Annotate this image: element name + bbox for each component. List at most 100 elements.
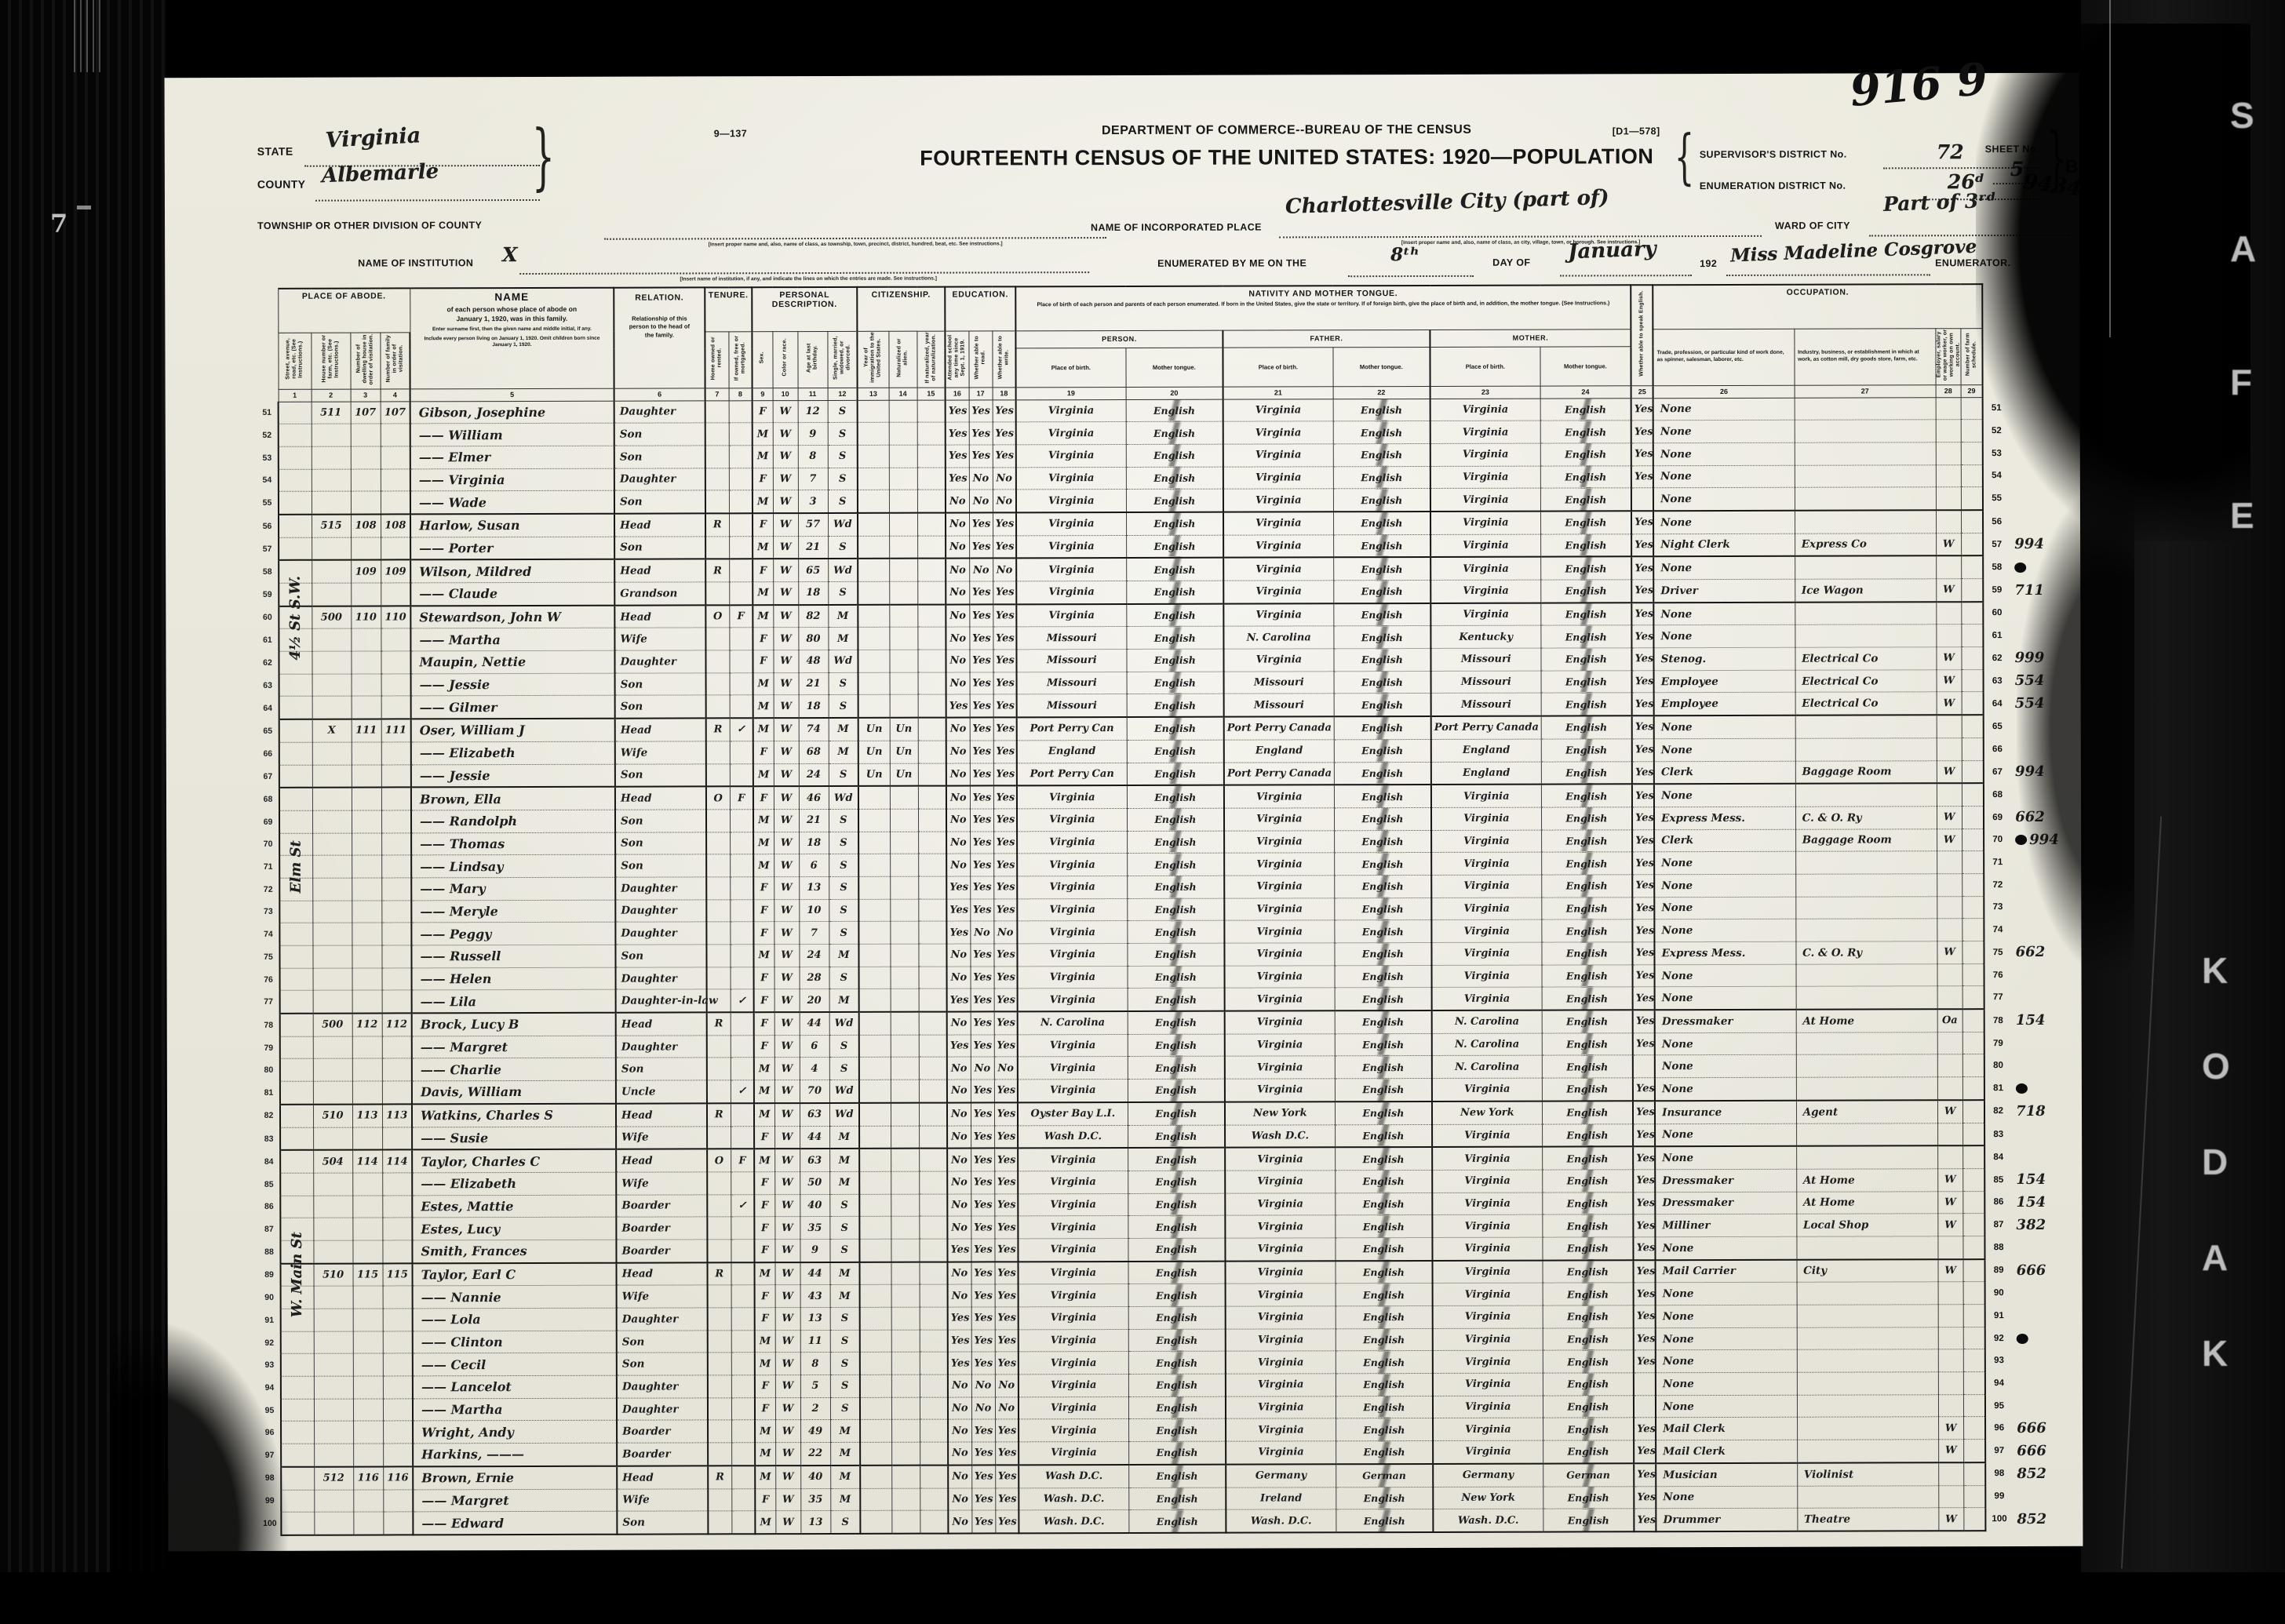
- cell-pb: Virginia: [1017, 1079, 1128, 1103]
- cell-write: Yes: [993, 694, 1017, 718]
- cell-eng: Yes: [1633, 1146, 1656, 1170]
- cell-fno: [1962, 1304, 1985, 1327]
- cell-sex: F: [753, 1012, 774, 1036]
- cell-mar: M: [829, 1125, 860, 1149]
- cell-fmt: English: [1333, 761, 1431, 785]
- cell-ten: [707, 1330, 731, 1353]
- cell-sex: M: [753, 854, 774, 877]
- cell-name: —— Susie: [412, 1126, 617, 1150]
- cell-fam: [383, 1489, 414, 1513]
- cell-nat: [889, 650, 918, 673]
- cell-mb: Virginia: [1431, 987, 1542, 1011]
- cell-ten: [705, 536, 730, 559]
- cell-dw: [352, 1195, 383, 1218]
- cell-name: —— Edward: [413, 1511, 618, 1535]
- street-name: W. Main St: [289, 1232, 306, 1318]
- cell-read: Yes: [971, 1442, 996, 1466]
- cell-fno: [1962, 941, 1984, 964]
- cell-age: 21: [799, 809, 829, 832]
- cell-ind: Electrical Co: [1795, 669, 1937, 693]
- cell-c8: [730, 809, 754, 832]
- cell-race: W: [774, 809, 800, 832]
- cell-age: 70: [799, 1080, 829, 1103]
- cell-pb: Virginia: [1017, 831, 1128, 854]
- cell-c8: [729, 672, 753, 696]
- ward-label: WARD OF CITY: [1775, 220, 1850, 231]
- cell-age: 9: [797, 422, 828, 446]
- column-number: 9: [752, 388, 773, 401]
- group-name: NAME of each person whose place of abode…: [410, 287, 614, 389]
- cell-street: [279, 810, 313, 833]
- cell-imm: Un: [858, 763, 890, 787]
- cell-lnL: 62: [263, 657, 272, 668]
- cell-ind: Express Co: [1795, 533, 1937, 557]
- cell-fam: 113: [381, 1104, 413, 1127]
- cell-c8: ✓: [731, 1194, 755, 1218]
- cell-pb: Virginia: [1017, 920, 1128, 944]
- cell-name: —— Martha: [412, 1397, 618, 1422]
- cell-rel: Head: [614, 786, 707, 810]
- cell-sex: F: [753, 559, 774, 582]
- cell-mb: Virginia: [1431, 897, 1542, 920]
- cell-rel: Son: [614, 536, 706, 560]
- cell-read: Yes: [970, 966, 994, 989]
- cell-natyr: [917, 467, 946, 490]
- cell-sex: M: [754, 1353, 775, 1375]
- cell-mmt: English: [1543, 1486, 1634, 1509]
- cell-ten: [706, 854, 731, 877]
- cell-sch: Yes: [946, 876, 971, 899]
- col-employment-class: Employer, salary or wage worker, or work…: [1935, 328, 1961, 385]
- cell-pmt: English: [1126, 739, 1224, 763]
- cell-natyr: [919, 1193, 948, 1217]
- cell-read: No: [970, 921, 994, 945]
- cell-nat: [890, 921, 919, 945]
- col-able-to-write: Whether able to write.: [992, 330, 1016, 388]
- cell-occ: None: [1653, 397, 1795, 421]
- cell-write: Yes: [992, 444, 1016, 468]
- cell-eng: Yes: [1633, 1169, 1656, 1193]
- cell-natyr: [917, 763, 946, 786]
- cell-sch: Yes: [945, 399, 969, 423]
- cell-dw: [352, 1286, 383, 1309]
- column-number: 20: [1125, 386, 1223, 399]
- county-line: [315, 198, 540, 202]
- cell-fno: [1962, 1236, 1985, 1259]
- cell-mb: England: [1430, 738, 1541, 762]
- cell-mar: S: [830, 1510, 861, 1534]
- cell-write: Yes: [994, 1216, 1019, 1239]
- cell-write: Yes: [993, 1011, 1018, 1035]
- cell-fb: Virginia: [1224, 920, 1335, 944]
- cell-dw: 114: [352, 1149, 383, 1173]
- cell-ind: [1795, 715, 1937, 739]
- cell-dw: [352, 967, 382, 991]
- cell-imm: [857, 445, 889, 468]
- cell-pmt: English: [1127, 853, 1225, 876]
- column-number: 25: [1631, 385, 1653, 399]
- cell-fmt: English: [1333, 671, 1431, 694]
- cell-eng: Yes: [1632, 851, 1655, 875]
- cell-pmt: English: [1127, 1079, 1226, 1102]
- cell-cls: [1937, 919, 1962, 941]
- cell-name: —— Jessie: [410, 763, 615, 788]
- cell-pb: Virginia: [1018, 1351, 1128, 1375]
- cell-eng: Yes: [1631, 556, 1654, 580]
- cell-sex: F: [754, 1216, 775, 1240]
- cell-fam: [383, 1512, 414, 1535]
- cell-fno: [1961, 624, 1984, 647]
- cell-fno: [1962, 850, 1984, 874]
- cell-ten: [705, 741, 730, 764]
- group-occupation: OCCUPATION.: [1653, 284, 1983, 330]
- cell-pb: Virginia: [1017, 943, 1128, 967]
- cell-pmt: English: [1128, 1509, 1226, 1533]
- cell-mb: Virginia: [1431, 829, 1542, 853]
- cell-age: 3: [797, 490, 829, 514]
- cell-mar: S: [829, 1193, 860, 1217]
- cell-pb: Missouri: [1016, 626, 1127, 650]
- cell-lnR: 59: [1992, 585, 2003, 595]
- cell-name: Harkins, ———: [413, 1443, 618, 1467]
- cell-age: 21: [798, 672, 829, 696]
- cell-eng: Yes: [1632, 1010, 1655, 1033]
- cell-fb: Virginia: [1225, 1284, 1336, 1307]
- cell-sex: M: [754, 1149, 775, 1172]
- cell-lnR: 89: [1993, 1265, 2004, 1276]
